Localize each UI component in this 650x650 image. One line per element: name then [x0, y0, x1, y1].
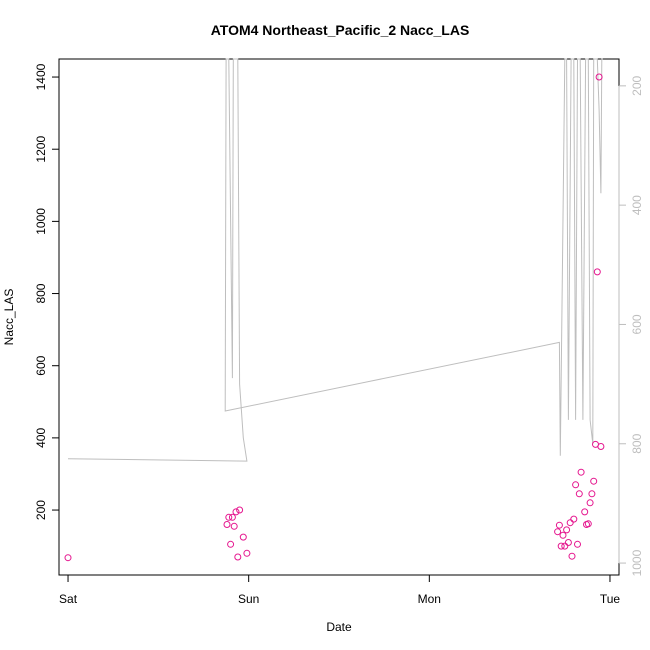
data-point: [581, 508, 589, 516]
y2-tick-label: 400: [630, 195, 644, 215]
series-line: [67, 58, 603, 462]
data-point: [575, 490, 583, 498]
x-tick-label: Sat: [59, 592, 78, 606]
series-line-group: [67, 58, 603, 462]
y2-tick-label: 600: [630, 314, 644, 334]
data-point: [557, 542, 565, 550]
data-point: [586, 499, 594, 507]
y-axis-label: Nacc_LAS: [2, 289, 16, 346]
data-point: [570, 515, 578, 523]
data-point: [563, 526, 571, 534]
y-tick-label: 200: [34, 500, 48, 520]
data-point: [239, 533, 247, 541]
y-axis-right: 200 400 600 800 1000: [618, 76, 644, 576]
data-point: [593, 268, 601, 276]
x-axis-label: Date: [326, 620, 352, 634]
data-point: [597, 443, 605, 450]
y-tick-label: 1000: [34, 208, 48, 235]
y-tick-label: 1400: [34, 63, 48, 90]
data-point: [225, 513, 233, 521]
data-point: [555, 521, 563, 529]
points-group: [64, 73, 605, 562]
y2-tick-label: 1000: [630, 549, 644, 576]
data-point: [566, 519, 574, 527]
data-point: [590, 477, 598, 485]
y-tick-label: 400: [34, 428, 48, 448]
y2-tick-label: 200: [630, 76, 644, 96]
data-point: [230, 522, 238, 530]
data-point: [572, 481, 580, 489]
x-tick-label: Mon: [418, 592, 441, 606]
plot-frame: [58, 58, 620, 576]
data-point: [574, 540, 581, 548]
data-point: [595, 73, 603, 81]
data-point: [559, 531, 567, 539]
chart-title: ATOM4 Northeast_Pacific_2 Nacc_LAS: [211, 22, 470, 38]
data-point: [232, 508, 240, 516]
data-point: [243, 549, 251, 557]
data-point: [554, 528, 562, 536]
y-tick-label: 800: [34, 283, 48, 303]
data-point: [234, 553, 242, 561]
y-axis-left: 200 400 600 800 1000 1200 1400: [34, 63, 60, 520]
data-point: [64, 554, 72, 562]
data-point: [561, 542, 569, 550]
x-tick-label: Tue: [600, 592, 621, 606]
x-axis: Sat Sun Mon Tue: [59, 574, 621, 606]
data-point: [564, 539, 572, 546]
data-point: [223, 521, 231, 528]
x-tick-label: Sun: [238, 592, 259, 606]
data-point: [568, 552, 576, 560]
y-tick-label: 600: [34, 355, 48, 375]
data-point: [228, 513, 236, 521]
y-tick-label: 1200: [34, 136, 48, 163]
data-point: [236, 506, 244, 514]
y2-tick-label: 800: [630, 433, 644, 453]
data-point: [227, 540, 235, 548]
data-point: [577, 468, 585, 476]
data-point: [584, 520, 592, 528]
data-point: [588, 490, 596, 498]
